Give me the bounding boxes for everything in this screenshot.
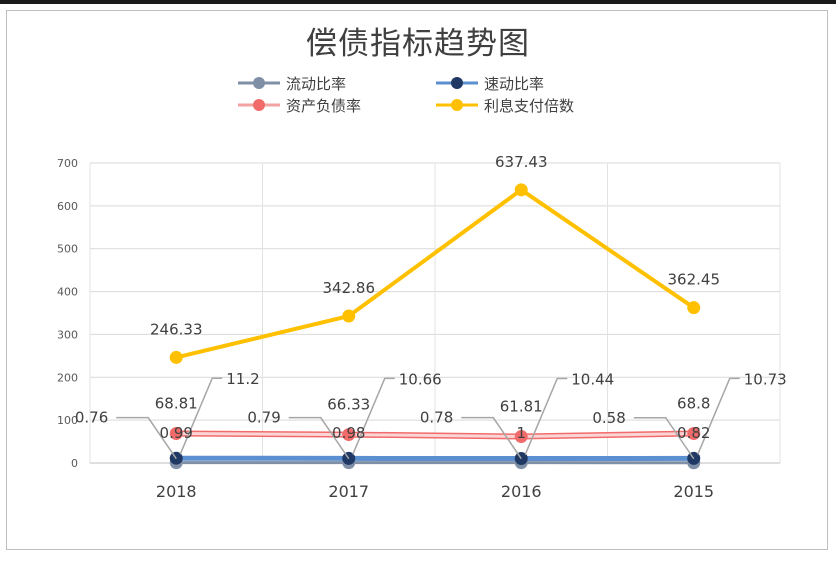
x-tick-label-2: 2016 bbox=[501, 482, 542, 501]
label-s0-2: 0.78 bbox=[420, 409, 453, 427]
point-s3-0 bbox=[169, 350, 183, 364]
y-axis: 0 100 200 300 400 500 600 700 bbox=[57, 157, 78, 470]
leader-s1-3 bbox=[697, 377, 740, 455]
label-s3-0: 246.33 bbox=[150, 320, 203, 338]
label-s3-3: 362.45 bbox=[668, 271, 721, 289]
leader-s0-1 bbox=[288, 416, 350, 460]
label-s1-0: 11.2 bbox=[226, 370, 259, 388]
x-axis: 2018 2017 2016 2015 bbox=[90, 462, 780, 501]
data-labels: 246.3368.810.7611.20.99342.8666.330.7910… bbox=[75, 153, 787, 460]
point-s2-1 bbox=[342, 428, 356, 442]
legend-label-liquidity: 流动比率 bbox=[286, 74, 347, 93]
leader-s0-3 bbox=[633, 417, 695, 460]
label-s1-1: 10.66 bbox=[399, 370, 442, 388]
grid-lines bbox=[89, 162, 781, 464]
x-tick-label-1: 2017 bbox=[328, 482, 369, 501]
leader-s0-0 bbox=[116, 416, 177, 460]
legend-swatch-quick bbox=[436, 77, 478, 89]
label-s2-2: 61.81 bbox=[500, 398, 543, 416]
legend-label-interest: 利息支付倍数 bbox=[484, 96, 575, 115]
y-tick-label-2: 200 bbox=[57, 371, 78, 384]
legend-swatch-interest bbox=[436, 99, 478, 111]
legend-swatch-debt bbox=[238, 99, 280, 111]
label-s2-0: 68.81 bbox=[155, 395, 198, 413]
y-tick-label-4: 400 bbox=[57, 286, 78, 299]
series-line-3 bbox=[175, 187, 695, 360]
legend-item-debt: 资产负债率 bbox=[236, 94, 361, 116]
label-extra-3: 0.82 bbox=[677, 424, 710, 442]
point-s2-0 bbox=[169, 427, 183, 441]
x-tick-label-0: 2018 bbox=[156, 482, 197, 501]
label-s2-3: 68.8 bbox=[677, 395, 710, 413]
x-tick-label-3: 2015 bbox=[673, 482, 714, 501]
label-extra-0: 0.99 bbox=[160, 424, 193, 442]
point-s2-2 bbox=[514, 430, 528, 444]
y-tick-label-6: 600 bbox=[57, 200, 78, 213]
chart-title: 偿债指标趋势图 bbox=[306, 26, 530, 62]
point-s3-3 bbox=[687, 301, 701, 315]
top-border bbox=[0, 0, 836, 4]
leader-s1-2 bbox=[524, 377, 568, 455]
point-s3-2 bbox=[514, 183, 528, 197]
label-extra-1: 0.98 bbox=[332, 424, 365, 442]
series-group bbox=[169, 183, 701, 470]
label-s2-1: 66.33 bbox=[327, 396, 370, 414]
legend-item-interest: 利息支付倍数 bbox=[434, 94, 574, 116]
label-s0-0: 0.76 bbox=[75, 409, 108, 427]
label-s1-2: 10.44 bbox=[571, 371, 614, 389]
legend-swatch-liquidity bbox=[238, 77, 280, 89]
legend-item-quick: 速动比率 bbox=[434, 72, 544, 94]
legend-item-liquidity: 流动比率 bbox=[236, 72, 346, 94]
label-extra-2: 1 bbox=[516, 424, 526, 442]
y-tick-label-1: 100 bbox=[57, 414, 78, 427]
point-s2-3 bbox=[687, 427, 701, 441]
series-line-2 bbox=[176, 432, 694, 439]
label-s0-3: 0.58 bbox=[592, 409, 625, 427]
label-s3-2: 637.43 bbox=[495, 153, 548, 171]
leader-s1-1 bbox=[352, 377, 395, 455]
point-s3-1 bbox=[342, 309, 356, 323]
label-s1-3: 10.73 bbox=[744, 370, 787, 388]
leader-s0-2 bbox=[461, 416, 522, 460]
y-tick-label-0: 0 bbox=[71, 457, 78, 470]
legend-label-debt: 资产负债率 bbox=[286, 96, 362, 115]
label-s3-1: 342.86 bbox=[323, 279, 376, 297]
y-tick-label-5: 500 bbox=[57, 243, 78, 256]
leader-s1-0 bbox=[179, 377, 223, 455]
y-tick-label-3: 300 bbox=[57, 328, 78, 341]
legend-label-quick: 速动比率 bbox=[484, 74, 545, 93]
label-s0-1: 0.79 bbox=[247, 409, 280, 427]
y-tick-label-7: 700 bbox=[57, 157, 78, 170]
